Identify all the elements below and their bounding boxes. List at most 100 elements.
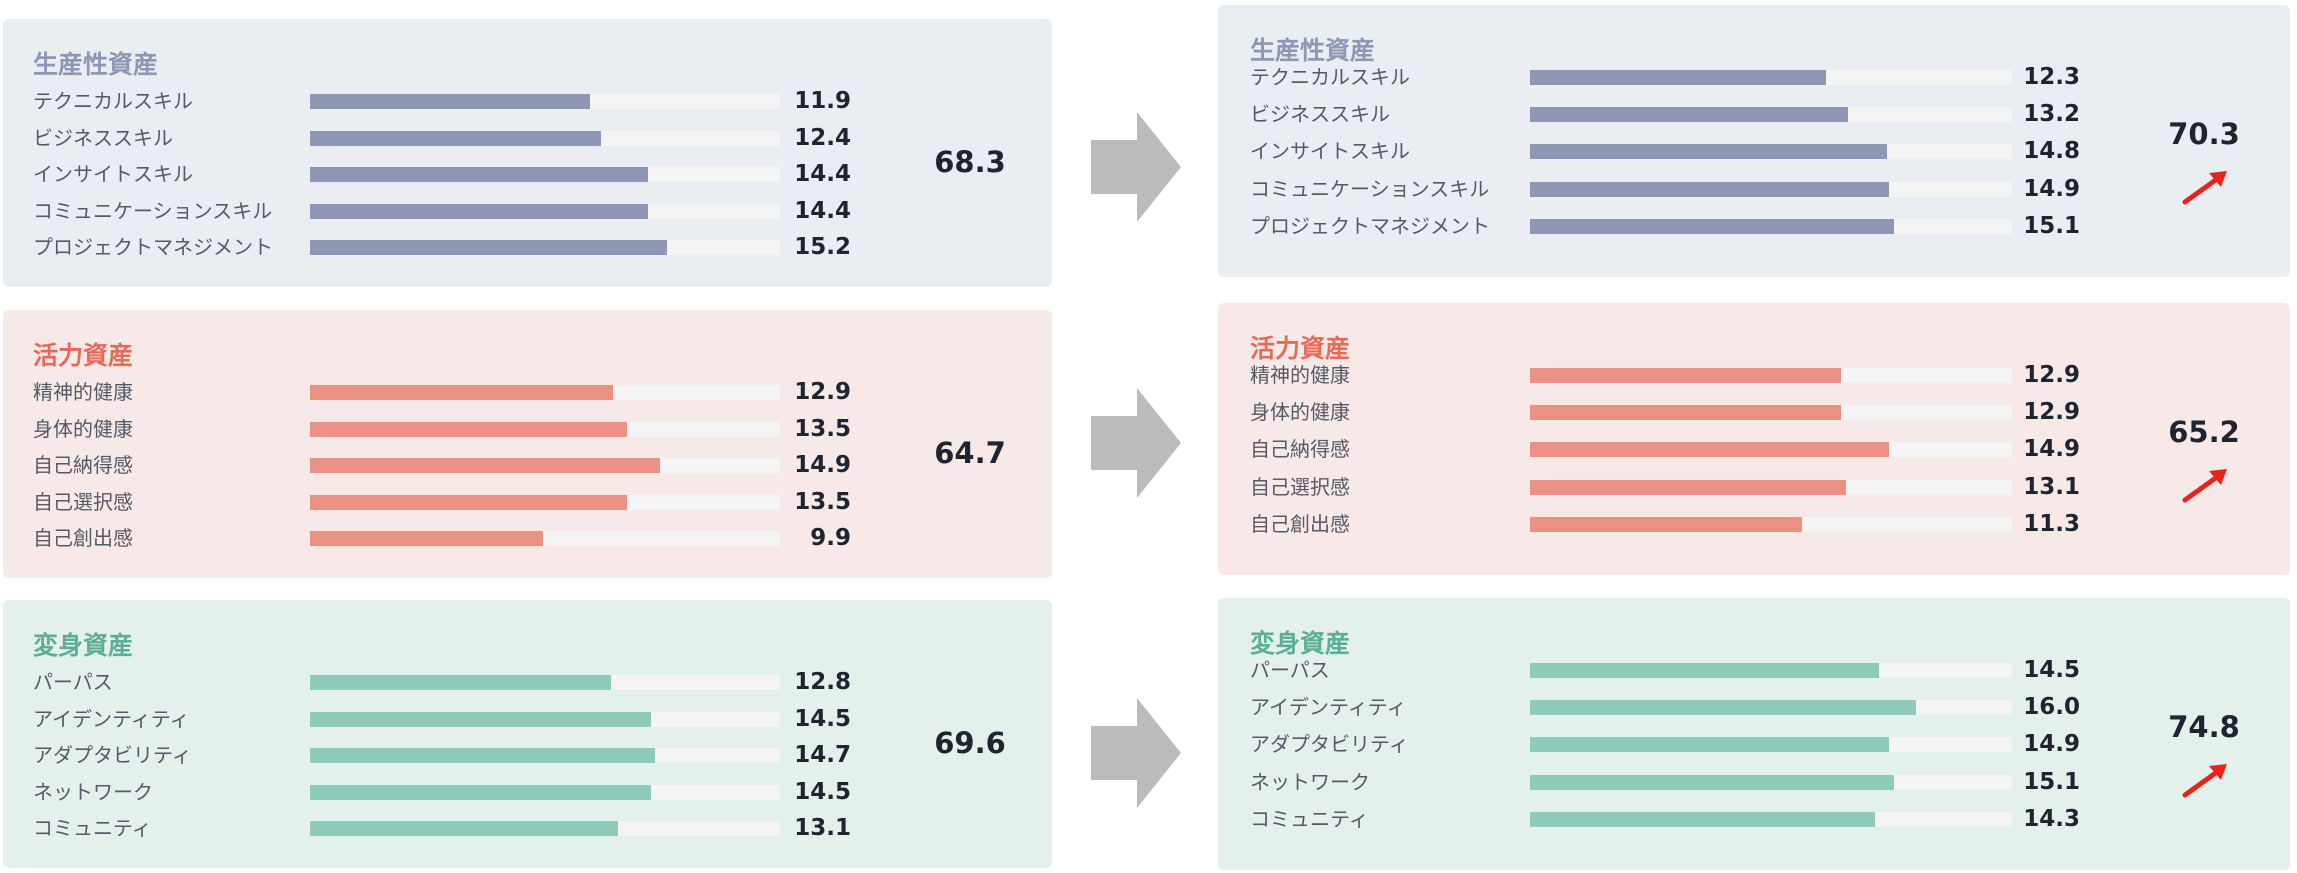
value-label: 14.7 [794,742,851,768]
bar-track [310,494,780,510]
bar [310,821,618,836]
category-label: 身体的健康 [1250,400,1350,425]
bar-row: アダプタビリティ 14.7 [33,737,851,773]
value-label: 12.9 [794,379,851,405]
bar-track [310,748,780,763]
bar-row: 身体的健康 13.5 [33,411,851,447]
bar [1530,368,1841,383]
bar-row: ビジネススキル 13.2 [1250,96,2080,132]
bar-track [1530,144,2012,160]
bar [1530,774,1894,790]
after-card-0: 生産性資産 テクニカルスキル 12.3 ビジネススキル 13.2 インサイトスキル 14.8… [1218,5,2290,277]
bar-track [1530,516,2012,532]
bar-track [1530,479,2012,495]
category-label: アイデンティティ [33,706,190,731]
bar [310,531,543,546]
bar [1530,442,1890,458]
after-card-2: 変身資産 パーパス 14.5 アイデンティティ 16.0 アダプタビリティ 14.9 ネットワ… [1218,598,2290,870]
value-label: 14.8 [2023,138,2080,165]
bar [310,94,590,109]
group-total: 69.6 [934,726,1006,760]
trend-up-arrow-icon [2182,469,2227,503]
category-label: 自己選択感 [33,489,133,514]
value-label: 12.3 [2023,64,2080,90]
bar [310,748,656,763]
bar-row: テクニカルスキル 12.3 [1250,59,2080,95]
category-label: ビジネススキル [33,125,173,150]
value-label: 13.5 [794,415,851,442]
transition-arrow-icon [1091,388,1181,498]
bar [1530,70,1827,85]
bar-track [1530,181,2012,197]
group-title: 活力資産 [1250,334,1351,363]
value-label: 9.9 [810,525,851,551]
category-label: アイデンティティ [1250,695,1407,720]
trend-up-arrow-icon [2182,764,2227,798]
value-label: 15.1 [2023,768,2080,795]
value-label: 12.9 [2023,362,2080,388]
value-label: 15.1 [2023,212,2080,239]
value-label: 16.0 [2023,694,2080,721]
bar-track [310,711,780,727]
group-title: 変身資産 [1250,629,1351,658]
bar-track [310,94,780,109]
category-label: テクニカルスキル [1250,65,1410,89]
bar-track [1530,442,2012,458]
category-label: プロジェクトマネジメント [33,235,273,259]
category-label: 精神的健康 [33,380,133,404]
value-label: 14.9 [794,452,851,478]
bar-row: ビジネススキル 12.4 [33,120,851,156]
group-total: 65.2 [2168,415,2240,449]
category-label: 自己創出感 [33,526,133,550]
bar [310,711,651,727]
bar-track [310,385,780,400]
group-total: 74.8 [2168,710,2240,744]
transition-arrow-icon [1091,112,1181,222]
group-title: 生産性資産 [1250,36,1376,65]
bar [310,385,614,400]
value-label: 14.5 [794,778,851,805]
category-label: 自己納得感 [1250,437,1350,462]
category-label: 自己納得感 [33,453,133,477]
bar-track [310,203,780,219]
bar-track [1530,663,2012,678]
category-label: インサイトスキル [33,162,193,186]
bar-row: ネットワーク 14.5 [33,774,851,810]
category-label: アダプタビリティ [1250,732,1409,757]
before-card-2: 変身資産 パーパス 12.8 アイデンティティ 14.5 アダプタビリティ 14.7 ネットワ… [3,600,1052,868]
bar-row: アイデンティティ 14.5 [33,701,851,737]
trend-up-arrow-icon [2182,171,2227,205]
value-label: 13.1 [2023,473,2080,500]
bar-track [1530,811,2012,827]
group-total: 64.7 [934,436,1006,470]
after-card-1: 活力資産 精神的健康 12.9 身体的健康 12.9 自己納得感 14.9 自己選択感 13.1… [1218,303,2290,575]
bar-track [1530,737,2012,753]
bar-row: 自己創出感 11.3 [1250,506,2080,542]
bar [310,240,668,255]
category-label: アダプタビリティ [33,743,192,767]
category-label: 精神的健康 [1250,363,1350,387]
bar-track [310,167,780,182]
value-label: 14.9 [2023,436,2080,463]
bar-row: プロジェクトマネジメント 15.2 [33,229,851,265]
category-label: テクニカルスキル [33,89,193,113]
bar-row: 自己創出感 9.9 [33,520,851,556]
category-label: 自己選択感 [1250,474,1350,499]
bar-row: コミュニケーションスキル 14.9 [1250,171,2080,207]
group-title: 生産性資産 [33,50,159,79]
bar-row: 自己納得感 14.9 [33,447,851,483]
group-title: 変身資産 [33,631,134,660]
bar-row: 自己納得感 14.9 [1250,431,2080,467]
bar [310,494,628,510]
bar [1530,405,1841,421]
bar-row: アダプタビリティ 14.9 [1250,726,2080,762]
bar-track [310,240,780,255]
bar-track [310,531,780,546]
category-label: ビジネススキル [1250,102,1390,127]
value-label: 13.1 [794,815,851,841]
value-label: 11.3 [2023,510,2080,537]
bar [1530,218,1894,234]
value-label: 14.3 [2023,805,2080,832]
transition-arrow-icon [1091,698,1181,808]
bar [310,784,651,800]
